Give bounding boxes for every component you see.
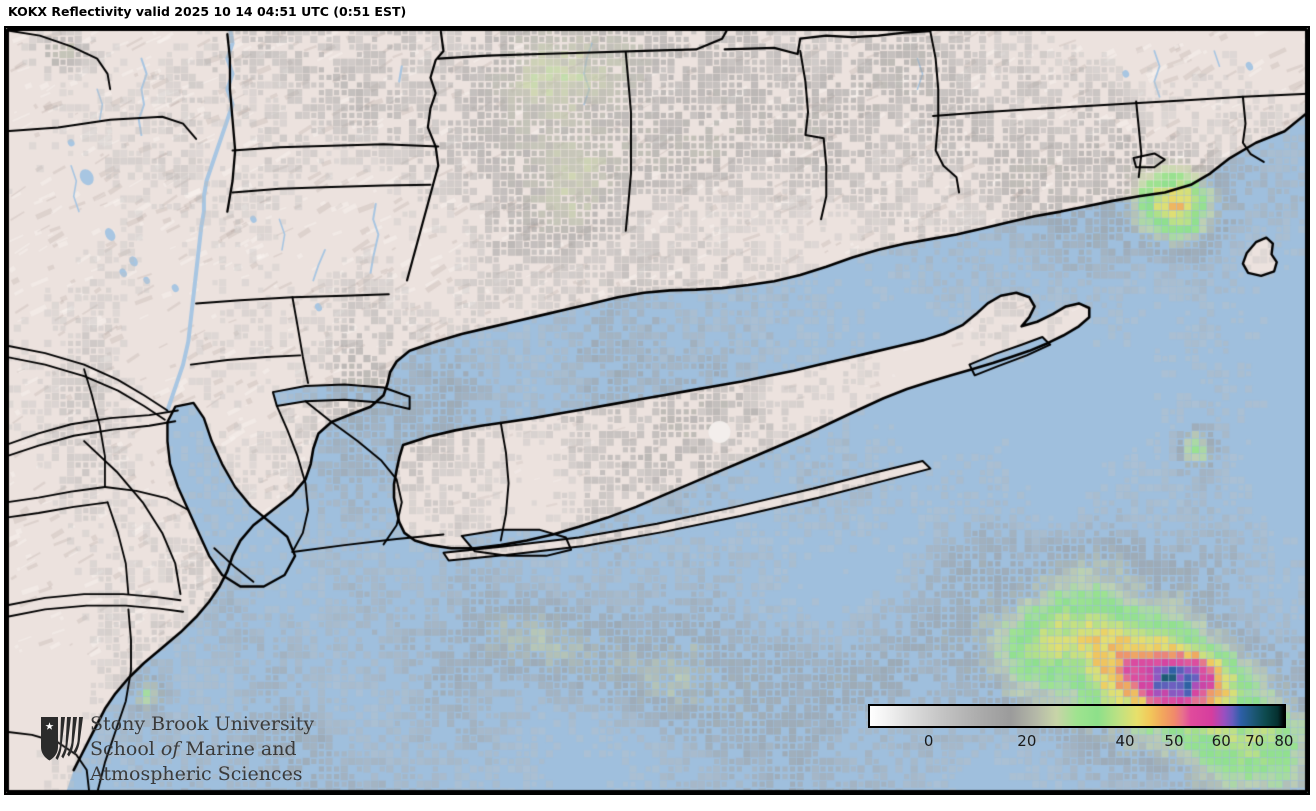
logo-line-3: Atmospheric Sciences <box>90 763 303 785</box>
colorbar-gradient <box>868 704 1286 728</box>
logo-text: Stony Brook University School of Marine a… <box>90 712 315 787</box>
colorbar-tick-50: 50 <box>1164 732 1184 750</box>
title-bar: KOKX Reflectivity valid 2025 10 14 04:51… <box>0 0 1316 26</box>
logo-line-1: Stony Brook University <box>90 713 315 735</box>
radar-map-canvas[interactable] <box>6 28 1308 793</box>
shield-icon <box>41 717 83 761</box>
colorbar-tick-60: 60 <box>1211 732 1231 750</box>
page-title: KOKX Reflectivity valid 2025 10 14 04:51… <box>8 4 407 19</box>
colorbar-tick-80: 80 <box>1274 732 1294 750</box>
logo-line-2: School of Marine and <box>90 738 297 760</box>
map-panel[interactable] <box>4 26 1310 795</box>
colorbar-tick-labels: 0 20 40 50 60 70 80 <box>868 728 1294 762</box>
institution-logo: Stony Brook University School of Marine a… <box>38 712 315 790</box>
colorbar-tick-70: 70 <box>1245 732 1265 750</box>
colorbar-legend: 0 20 40 50 60 70 80 <box>868 704 1294 766</box>
colorbar-tick-20: 20 <box>1017 732 1037 750</box>
colorbar-tick-0: 0 <box>923 732 934 750</box>
colorbar-tick-40: 40 <box>1115 732 1135 750</box>
